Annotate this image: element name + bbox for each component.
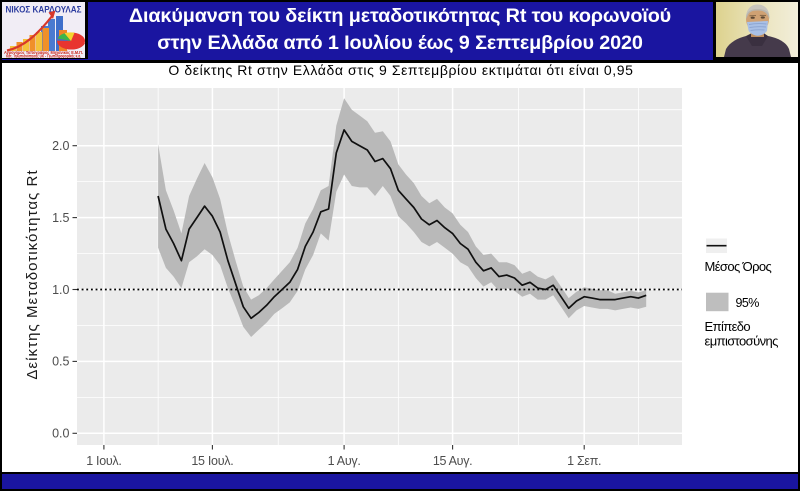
svg-text:Δείκτης Μεταδοτικότητας Rt: Δείκτης Μεταδοτικότητας Rt <box>24 169 41 379</box>
svg-text:Κάτ. Τηλεπισκόπησης UK - Γεωπλ: Κάτ. Τηλεπισκόπησης UK - Γεωπληροφορικής… <box>6 54 81 59</box>
svg-text:15 Αυγ.: 15 Αυγ. <box>433 454 472 468</box>
svg-text:2.0: 2.0 <box>52 139 69 153</box>
svg-text:1.0: 1.0 <box>52 283 69 297</box>
svg-text:95%: 95% <box>736 296 760 310</box>
svg-text:1 Ιουλ.: 1 Ιουλ. <box>86 454 121 468</box>
svg-text:0.5: 0.5 <box>52 355 69 369</box>
svg-text:1 Σεπ.: 1 Σεπ. <box>567 454 601 468</box>
svg-text:1 Αυγ.: 1 Αυγ. <box>328 454 361 468</box>
svg-text:εμπιστοσύνης: εμπιστοσύνης <box>705 333 779 348</box>
svg-text:Αγρονόμος Τοπογράφος Μηχανικός: Αγρονόμος Τοπογράφος Μηχανικός Ε.Μ.Π. <box>4 50 83 56</box>
svg-text:Επίπεδο: Επίπεδο <box>705 319 751 334</box>
svg-text:1.5: 1.5 <box>52 211 69 225</box>
svg-text:Ο δείκτης Rt στην Ελλάδα στις: Ο δείκτης Rt στην Ελλάδα στις 9 Σεπτεμβρ… <box>168 63 633 78</box>
svg-text:0.0: 0.0 <box>52 427 69 441</box>
svg-text:15 Ιουλ.: 15 Ιουλ. <box>191 454 233 468</box>
svg-text:Μέσος Όρος: Μέσος Όρος <box>705 259 772 274</box>
svg-text:ΝΙΚΟΣ ΚΑΡΔΟΥΛΑΣ: ΝΙΚΟΣ ΚΑΡΔΟΥΛΑΣ <box>6 5 82 16</box>
